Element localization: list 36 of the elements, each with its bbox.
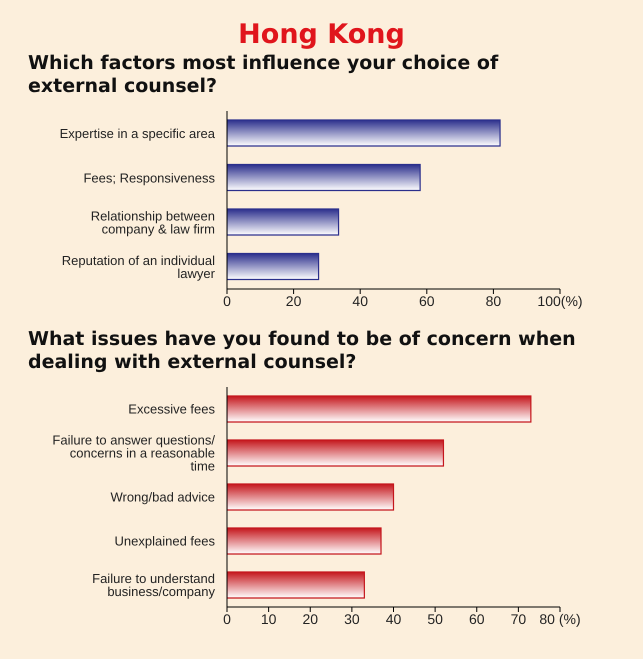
x-tick-label: 100(%) (537, 292, 583, 309)
bar (227, 395, 532, 423)
x-tick-label: 0 (223, 610, 232, 627)
x-tick-label: 60 (468, 610, 485, 627)
y-tick-label: Wrong/bad advice (110, 490, 215, 505)
x-tick-label: 0 (223, 292, 232, 309)
x-tick-label: 40 (352, 292, 368, 309)
y-tick-label: Fees; Responsiveness (83, 170, 216, 186)
y-tick-label: Relationship between company & law firm (90, 208, 215, 236)
bar (227, 208, 340, 236)
y-tick-label: Failure to answer questions/ concerns in a reasonable time (52, 432, 216, 474)
x-tick-label: 80 (486, 292, 502, 309)
x-tick-label: 80 (%) (539, 610, 581, 627)
y-tick-label: Unexplained fees (114, 534, 216, 549)
bar (227, 483, 394, 511)
y-tick-label: Expertise in a specific area (60, 126, 216, 141)
bar (227, 439, 444, 467)
x-tick-label: 60 (419, 292, 435, 309)
y-tick-label: Failure to understand business/company (92, 571, 216, 600)
y-tick-label: Reputation of an individual lawyer (62, 252, 216, 281)
y-tick-label: Excessive fees (128, 402, 216, 417)
chart-title: What issues have you found to be of concern when dealing with external counsel? (28, 328, 577, 374)
bar (227, 164, 421, 192)
x-tick-label: 20 (286, 292, 302, 309)
chart-subtitle: Which factors most influence your choice of external counsel? (28, 52, 500, 98)
x-tick-label: 10 (260, 610, 277, 627)
x-tick-label: 40 (386, 610, 402, 627)
bar (227, 571, 365, 599)
x-tick-label: 20 (302, 610, 318, 627)
bar (227, 527, 382, 555)
x-tick-label: 50 (427, 610, 444, 627)
x-tick-label: 30 (344, 610, 360, 627)
bar (227, 119, 501, 147)
bar (227, 252, 320, 280)
chart-title: Hong Kong (237, 18, 406, 52)
x-tick-label: 70 (510, 610, 526, 627)
